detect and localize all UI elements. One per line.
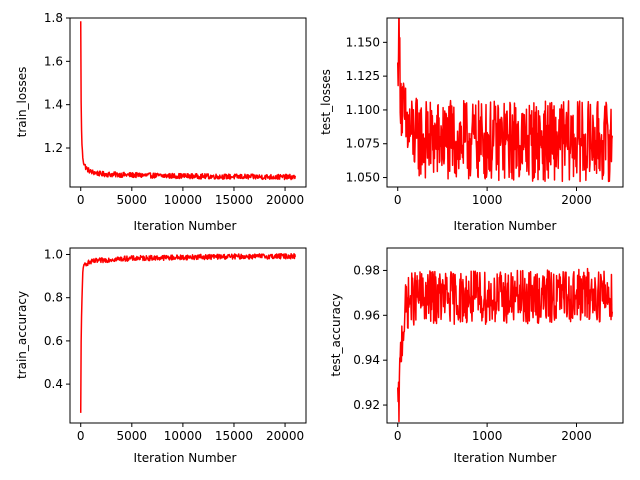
y-tick-label: 1.100	[346, 103, 380, 117]
x-axis-label: Iteration Number	[134, 219, 237, 233]
train-losses-subplot: 0 5000 10000 15000 20000 1.2 1.4 1.6 1.8 Iterati…	[15, 11, 307, 233]
x-tick-label: 2000	[561, 193, 592, 207]
x-tick-label: 5000	[117, 429, 148, 443]
y-tick-label: 1.150	[346, 35, 380, 49]
series-line	[79, 252, 297, 413]
train-accuracy-subplot: 0 5000 10000 15000 20000 0.4 0.6 0.8 1.0 Iterati…	[15, 247, 307, 465]
y-tick-label: 1.4	[44, 98, 63, 112]
y-tick-label: 0.6	[44, 334, 63, 348]
y-tick-label: 1.125	[346, 69, 380, 83]
x-tick-label: 1000	[472, 193, 503, 207]
y-tick-label: 0.92	[353, 398, 380, 412]
x-tick-label: 0	[394, 429, 402, 443]
y-axis-label: train_losses	[15, 67, 29, 138]
y-tick-label: 1.2	[44, 141, 63, 155]
y-tick-label: 0.8	[44, 291, 63, 305]
axes-frame	[69, 17, 307, 188]
x-tick-label: 10000	[164, 193, 202, 207]
x-axis-label: Iteration Number	[454, 451, 557, 465]
x-tick-label: 10000	[164, 429, 202, 443]
x-tick-label: 15000	[215, 429, 253, 443]
y-tick-label: 1.050	[346, 171, 380, 185]
x-tick-label: 20000	[266, 193, 304, 207]
axes-frame	[386, 247, 624, 424]
y-axis-label: test_losses	[319, 69, 333, 135]
y-tick-label: 0.96	[353, 308, 380, 322]
test-losses-subplot: 0 1000 2000 1.050 1.075 1.100 1.125 1.150 Itera…	[319, 17, 624, 233]
x-tick-label: 0	[77, 429, 85, 443]
x-tick-label: 2000	[561, 429, 592, 443]
series-line	[79, 21, 297, 181]
y-tick-label: 0.4	[44, 377, 63, 391]
test-accuracy-subplot: 0 1000 2000 0.92 0.94 0.96 0.98 Iteration Numb…	[329, 247, 624, 465]
y-tick-label: 1.6	[44, 54, 63, 68]
x-tick-label: 1000	[472, 429, 503, 443]
x-tick-label: 0	[394, 193, 402, 207]
y-axis-label: test_accuracy	[329, 293, 343, 376]
series-line	[396, 18, 614, 183]
y-tick-label: 0.98	[353, 263, 380, 277]
x-tick-label: 5000	[117, 193, 148, 207]
x-axis-label: Iteration Number	[134, 451, 237, 465]
series-line	[396, 267, 614, 423]
axes-frame	[69, 247, 307, 424]
x-tick-label: 15000	[215, 193, 253, 207]
y-tick-label: 0.94	[353, 353, 380, 367]
x-axis-label: Iteration Number	[454, 219, 557, 233]
y-tick-label: 1.0	[44, 247, 63, 261]
y-axis-label: train_accuracy	[15, 291, 29, 379]
x-tick-label: 20000	[266, 429, 304, 443]
axes-frame	[386, 17, 624, 188]
y-tick-label: 1.8	[44, 11, 63, 25]
x-tick-label: 0	[77, 193, 85, 207]
y-tick-label: 1.075	[346, 137, 380, 151]
